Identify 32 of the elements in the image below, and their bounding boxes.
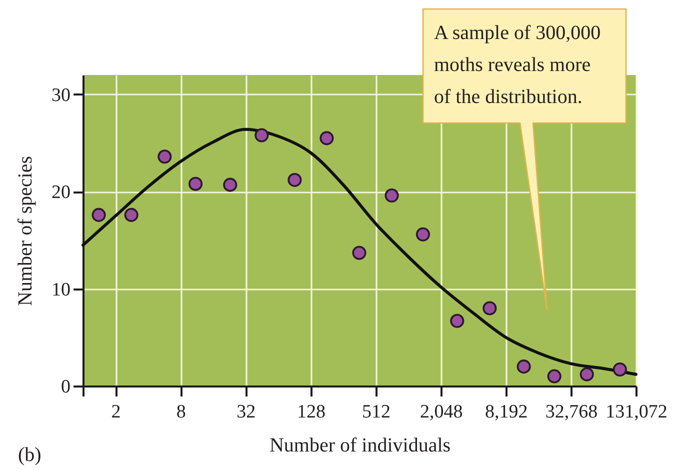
y-tick-label: 10 [52, 279, 70, 300]
point [352, 246, 366, 260]
x-tick-label: 128 [296, 402, 326, 422]
y-axis-title: Number of species [14, 156, 36, 306]
point [288, 172, 302, 187]
point [320, 131, 334, 146]
x-tick-label: 8 [176, 402, 186, 422]
y-tick-label: 30 [52, 84, 70, 106]
x-tick-label: 8,192 [485, 402, 528, 422]
point [384, 188, 399, 203]
x-tick-label: 2,048 [420, 402, 463, 422]
x-tick-label: 32,768 [545, 402, 598, 422]
point [92, 208, 106, 222]
point [547, 369, 562, 384]
point [254, 128, 269, 142]
x-tick-label: 131,072 [606, 402, 668, 422]
point [188, 176, 203, 191]
x-tick-label: 512 [362, 402, 391, 422]
point [482, 301, 497, 316]
point [612, 362, 627, 376]
annotation: A sample of 300,000 moths reveals more of the distribution. [434, 22, 601, 108]
point [124, 208, 138, 222]
x-axis-title: Number of individuals [269, 434, 451, 456]
y-tick-label: 20 [52, 182, 70, 204]
point [450, 314, 464, 328]
text: (b) [18, 444, 42, 466]
y-tick-label: 0 [61, 376, 70, 398]
point [223, 178, 238, 192]
x-tick-label: 2 [111, 402, 121, 422]
point [580, 367, 594, 382]
x-tick-label: 32 [236, 402, 256, 422]
point [158, 150, 172, 164]
